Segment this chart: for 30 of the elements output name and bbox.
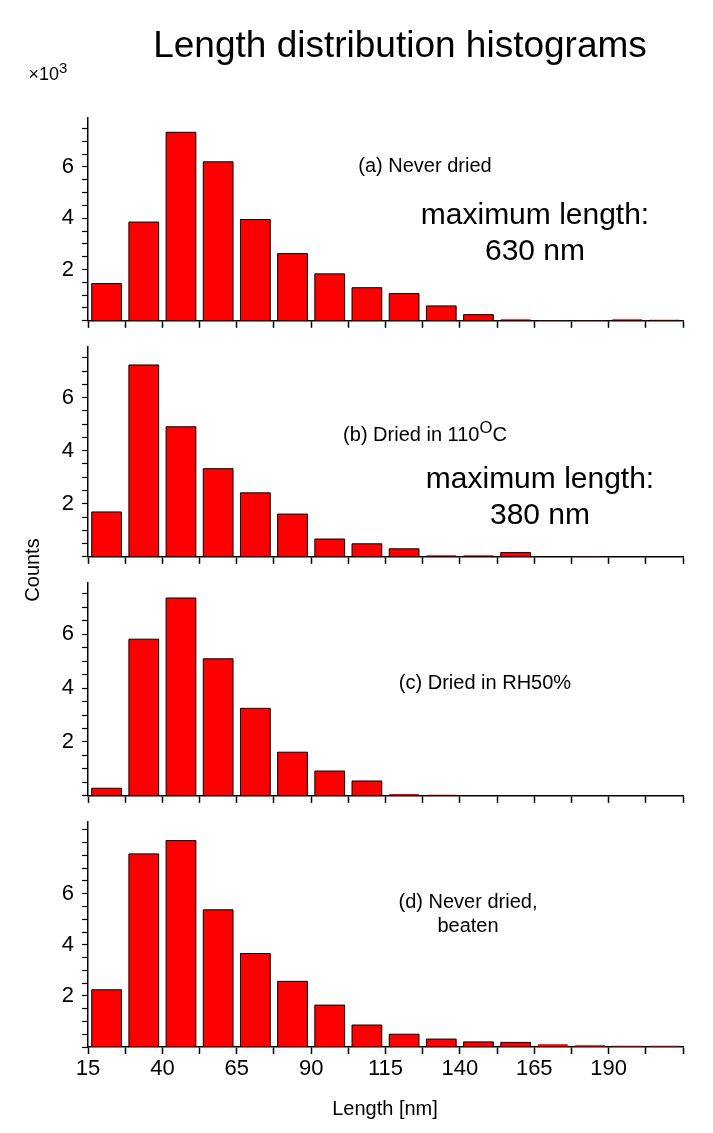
x-tick-label: 65 <box>224 1055 249 1081</box>
text: ×10$^{3}$ <box>28 58 68 86</box>
x-tick-label: 165 <box>515 1055 553 1081</box>
y-tick-label: 2 <box>61 728 74 754</box>
x-tick-label: 40 <box>150 1055 175 1081</box>
annotation: (d) Never dried, beaten <box>398 889 538 937</box>
y-tick-label: 6 <box>61 620 74 646</box>
y-tick-label: 6 <box>61 383 74 409</box>
y-tick-label: 4 <box>61 930 74 956</box>
y-tick-label: 4 <box>61 674 74 700</box>
annotation: (c) Dried in RH50% <box>398 670 572 694</box>
y-tick-label: 6 <box>61 879 74 905</box>
annotation: maximum length: 630 nm <box>420 196 650 268</box>
x-axis-title: Length [nm] <box>332 1096 438 1120</box>
x-tick-label: 90 <box>298 1055 324 1081</box>
y-tick-label: 4 <box>61 436 74 462</box>
y-tick-label: 2 <box>61 981 74 1007</box>
annotation: (a) Never dried <box>358 153 492 177</box>
y-tick-label: 4 <box>61 204 74 230</box>
x-tick-label: 115 <box>367 1055 404 1081</box>
y-axis-title: Counts <box>20 538 44 602</box>
x-tick-label: 140 <box>441 1055 479 1081</box>
x-tick-label: 15 <box>75 1055 101 1081</box>
x-tick-label: 190 <box>590 1055 627 1081</box>
y-tick-label: 2 <box>61 255 74 281</box>
y-tick-label: 6 <box>61 152 74 178</box>
annotation: maximum length: 380 nm <box>425 460 655 532</box>
chart-title: Length distribution histograms <box>153 22 647 67</box>
annotation: (b) Dried in 110$^{O}$C <box>343 418 507 446</box>
y-tick-label: 2 <box>61 489 74 515</box>
